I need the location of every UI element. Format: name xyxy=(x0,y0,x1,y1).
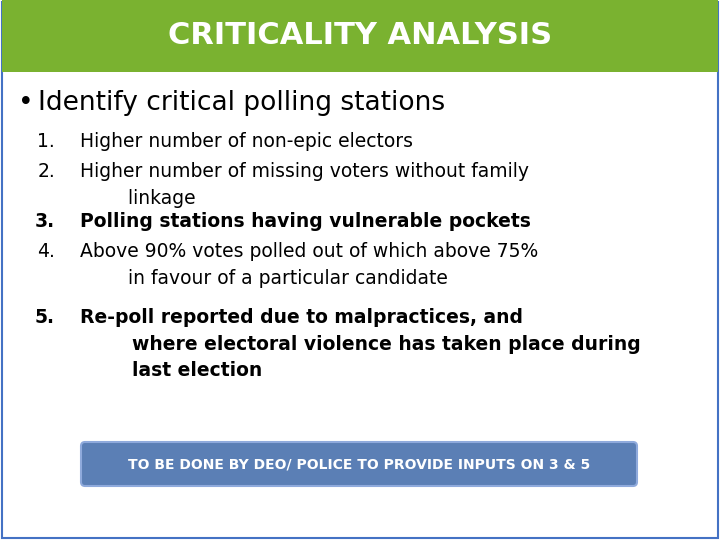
Text: 5.: 5. xyxy=(35,308,55,327)
Text: Above 90% votes polled out of which above 75%
        in favour of a particular : Above 90% votes polled out of which abov… xyxy=(80,242,539,287)
Text: CRITICALITY ANALYSIS: CRITICALITY ANALYSIS xyxy=(168,22,552,51)
Text: 2.: 2. xyxy=(37,162,55,181)
Text: •: • xyxy=(18,90,34,116)
Text: 4.: 4. xyxy=(37,242,55,261)
Text: Higher number of non-epic electors: Higher number of non-epic electors xyxy=(80,132,413,151)
Text: Polling stations having vulnerable pockets: Polling stations having vulnerable pocke… xyxy=(80,212,531,231)
Text: 3.: 3. xyxy=(35,212,55,231)
Text: TO BE DONE BY DEO/ POLICE TO PROVIDE INPUTS ON 3 & 5: TO BE DONE BY DEO/ POLICE TO PROVIDE INP… xyxy=(128,457,590,471)
FancyBboxPatch shape xyxy=(2,0,718,72)
FancyBboxPatch shape xyxy=(81,442,637,486)
Text: Re-poll reported due to malpractices, and
        where electoral violence has t: Re-poll reported due to malpractices, an… xyxy=(80,308,641,380)
Text: Higher number of missing voters without family
        linkage: Higher number of missing voters without … xyxy=(80,162,529,207)
Text: Identify critical polling stations: Identify critical polling stations xyxy=(38,90,445,116)
Text: 1.: 1. xyxy=(37,132,55,151)
